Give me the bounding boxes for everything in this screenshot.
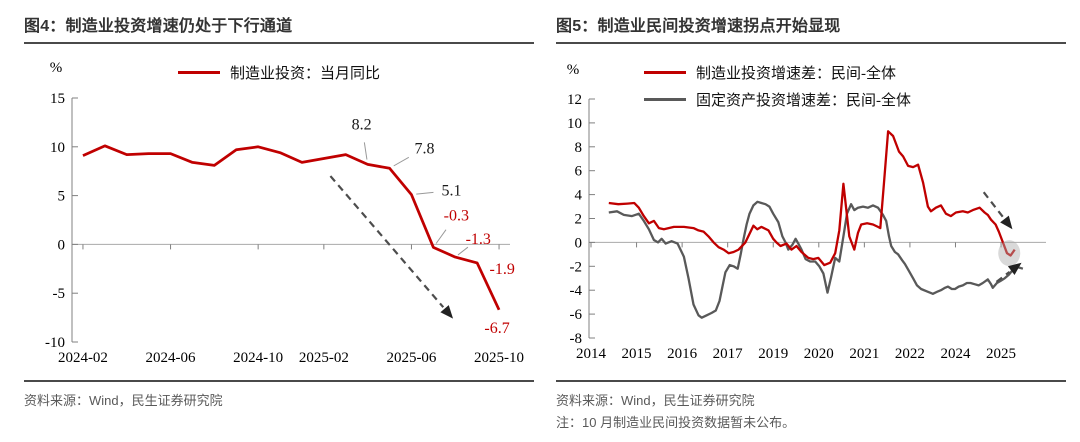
svg-text:2016: 2016 bbox=[667, 346, 698, 362]
svg-text:8.2: 8.2 bbox=[352, 116, 372, 133]
svg-text:7.8: 7.8 bbox=[415, 140, 435, 157]
svg-text:2015: 2015 bbox=[622, 346, 652, 362]
svg-text:12: 12 bbox=[567, 92, 582, 108]
svg-text:2: 2 bbox=[575, 212, 583, 228]
svg-text:10: 10 bbox=[567, 116, 582, 132]
figure5-line-chart: 12 10 8 6 4 2 0 -2 -4 -6 -8% 2014 2015 2016 2017 2019 20… bbox=[567, 62, 1046, 362]
svg-text:2024: 2024 bbox=[940, 346, 971, 362]
svg-text:-2: -2 bbox=[570, 259, 583, 275]
figure4-chart-area: 制造业投资：当月同比 15 10 5 0 -5 -10% 2024-02 2024-06 202… bbox=[24, 56, 534, 378]
figure5-chart-area: 制造业投资增速差：民间-全体 固定资产投资增速差：民间-全体 12 10 8 6 4 2 0-… bbox=[556, 56, 1066, 378]
svg-text:2025-10: 2025-10 bbox=[474, 350, 524, 366]
figure5-title: 图5：制造业民间投资增速拐点开始显现 bbox=[556, 0, 1066, 44]
svg-text:2019: 2019 bbox=[758, 346, 788, 362]
svg-text:-0.3: -0.3 bbox=[444, 207, 469, 224]
figure4-panel: 图4：制造业投资增速仍处于下行通道 制造业投资：当月同比 15 10 5 0 -5 -10… bbox=[0, 0, 540, 434]
svg-text:10: 10 bbox=[50, 140, 65, 156]
svg-text:-10: -10 bbox=[45, 335, 65, 351]
svg-text:5: 5 bbox=[58, 189, 66, 205]
figure4-footer: 资料来源：Wind，民生证券研究院 bbox=[24, 380, 534, 412]
svg-text:2014: 2014 bbox=[576, 346, 607, 362]
figure5-note: 注：10 月制造业民间投资数据暂未公布。 bbox=[556, 415, 796, 431]
svg-text:-6: -6 bbox=[570, 307, 583, 323]
svg-text:4: 4 bbox=[575, 188, 583, 204]
svg-text:%: % bbox=[50, 60, 63, 76]
svg-text:2025: 2025 bbox=[986, 346, 1016, 362]
svg-text:-8: -8 bbox=[570, 331, 583, 347]
svg-text:2024-06: 2024-06 bbox=[146, 350, 196, 366]
svg-text:2025-02: 2025-02 bbox=[299, 350, 349, 366]
svg-text:8: 8 bbox=[575, 140, 583, 156]
figure4-title: 图4：制造业投资增速仍处于下行通道 bbox=[24, 0, 534, 44]
svg-text:-6.7: -6.7 bbox=[484, 320, 509, 337]
svg-text:2024-02: 2024-02 bbox=[58, 350, 108, 366]
figure5-panel: 图5：制造业民间投资增速拐点开始显现 制造业投资增速差：民间-全体 固定资产投资增… bbox=[540, 0, 1080, 434]
svg-text:0: 0 bbox=[58, 237, 66, 253]
svg-text:15: 15 bbox=[50, 91, 65, 107]
svg-text:-1.3: -1.3 bbox=[466, 231, 491, 248]
svg-text:-1.9: -1.9 bbox=[489, 261, 514, 278]
svg-text:5.1: 5.1 bbox=[441, 183, 461, 200]
svg-text:2025-06: 2025-06 bbox=[386, 350, 436, 366]
svg-text:2024-10: 2024-10 bbox=[233, 350, 283, 366]
figure4-source: 资料来源：Wind，民生证券研究院 bbox=[24, 393, 223, 408]
figure4-line-chart: 15 10 5 0 -5 -10% 2024-02 2024-06 2024-10 2025-02… bbox=[45, 60, 524, 366]
figure5-footer: 资料来源：Wind，民生证券研究院 注：10 月制造业民间投资数据暂未公布。 bbox=[556, 380, 1066, 434]
svg-text:0: 0 bbox=[575, 235, 583, 251]
svg-text:2021: 2021 bbox=[849, 346, 879, 362]
svg-text:2022: 2022 bbox=[895, 346, 925, 362]
svg-text:2017: 2017 bbox=[713, 346, 744, 362]
svg-text:6: 6 bbox=[575, 164, 583, 180]
figure5-source: 资料来源：Wind，民生证券研究院 bbox=[556, 393, 755, 408]
svg-text:2020: 2020 bbox=[804, 346, 834, 362]
svg-text:%: % bbox=[567, 62, 580, 78]
svg-text:-4: -4 bbox=[570, 283, 583, 299]
svg-text:-5: -5 bbox=[53, 286, 66, 302]
